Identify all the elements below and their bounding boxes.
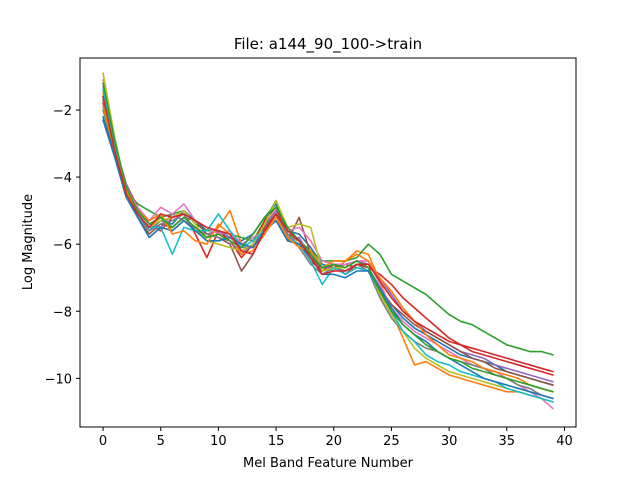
y-axis-ticks: −2 −4 −6 −8 −10 xyxy=(45,104,80,387)
x-tick-label: 0 xyxy=(99,434,107,449)
y-tick-label: −4 xyxy=(53,171,72,186)
y-tick-label: −6 xyxy=(53,238,72,253)
series-line-12 xyxy=(102,105,554,393)
plot-area-frame xyxy=(79,57,577,428)
series-line-9 xyxy=(102,72,554,403)
x-tick-label: 25 xyxy=(383,434,400,449)
axes-group xyxy=(79,57,577,428)
x-axis-ticks: 0 5 10 15 20 25 30 35 40 xyxy=(99,427,573,449)
series-line-14 xyxy=(102,95,554,373)
series-group xyxy=(102,72,554,410)
series-line-3 xyxy=(102,109,554,356)
x-tick-label: 20 xyxy=(325,434,342,449)
y-tick-label: −2 xyxy=(53,104,72,119)
series-line-8 xyxy=(102,99,554,400)
x-tick-label: 10 xyxy=(210,434,227,449)
x-tick-label: 5 xyxy=(157,434,165,449)
y-tick-label: −10 xyxy=(45,372,72,387)
x-tick-label: 15 xyxy=(268,434,285,449)
x-tick-label: 30 xyxy=(441,434,458,449)
series-line-10 xyxy=(102,89,554,403)
y-axis-label: Log Magnitude xyxy=(21,194,36,290)
chart-title: File: a144_90_100->train xyxy=(234,35,422,54)
x-tick-label: 35 xyxy=(499,434,516,449)
x-tick-label: 40 xyxy=(556,434,573,449)
series-line-13 xyxy=(102,82,554,393)
series-line-11 xyxy=(102,119,554,400)
y-tick-label: −8 xyxy=(53,305,72,320)
x-axis-label: Mel Band Feature Number xyxy=(243,456,414,471)
